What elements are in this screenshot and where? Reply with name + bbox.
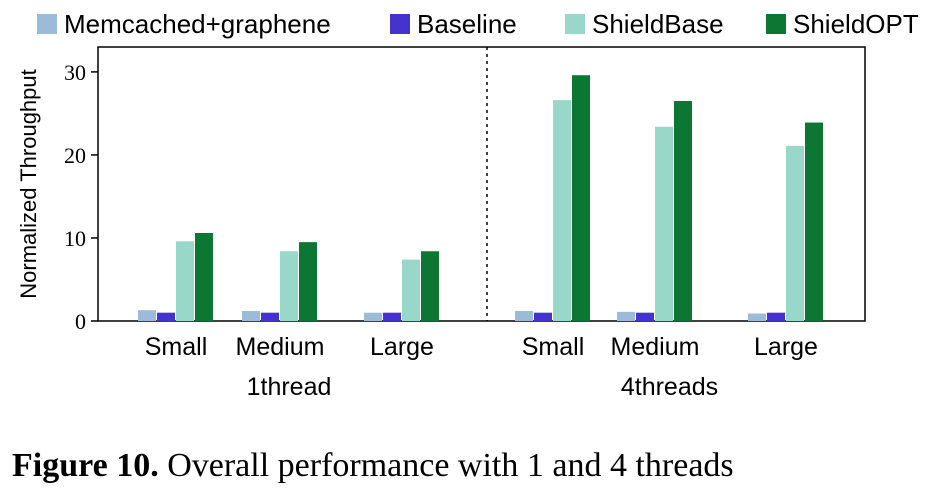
bar <box>242 311 260 321</box>
plot-frame <box>97 46 866 322</box>
bar <box>534 312 552 321</box>
y-tick-label: 0 <box>75 309 86 334</box>
figure-label: Figure 10. <box>12 447 159 484</box>
bar <box>383 312 401 321</box>
y-tick-label: 10 <box>64 226 86 251</box>
bar <box>805 122 823 321</box>
x-tick-label: Small <box>145 333 208 361</box>
x-tick-label: Medium <box>236 333 325 361</box>
legend-swatch <box>37 14 57 34</box>
bar <box>636 312 654 321</box>
bar <box>261 312 279 321</box>
bar-chart: Memcached+graphene Baseline ShieldBase Shie… <box>16 9 919 401</box>
bar <box>280 251 298 321</box>
bar <box>157 312 175 321</box>
legend-entry: ShieldBase <box>592 9 724 39</box>
bar <box>138 310 156 321</box>
group-label: 4threads <box>621 373 718 401</box>
bar <box>515 311 533 321</box>
bar <box>299 242 317 321</box>
figure-caption: Figure 10. Overall performance with 1 an… <box>12 447 734 485</box>
x-tick-label: Large <box>370 333 434 361</box>
bar <box>786 145 804 321</box>
x-tick-label: Medium <box>611 333 700 361</box>
bar <box>553 100 571 321</box>
bar <box>655 126 673 321</box>
legend-swatch <box>766 14 786 34</box>
bar <box>674 100 692 321</box>
x-tick-label: Large <box>754 333 818 361</box>
y-tick-label: 20 <box>64 143 86 168</box>
legend-entry: ShieldOPT <box>793 9 919 39</box>
y-axis-label: Normalized Throughput <box>16 69 41 299</box>
plot-area: 0 10 20 30 Normalized Throughput Small Medium L… <box>16 46 866 401</box>
figure-caption-text: Overall performance with 1 and 4 threads <box>158 447 734 484</box>
bar <box>421 251 439 321</box>
bar <box>748 313 766 321</box>
legend: Memcached+graphene Baseline ShieldBase Shie… <box>37 9 919 39</box>
bar <box>364 312 382 321</box>
bar <box>572 75 590 321</box>
bar <box>195 232 213 321</box>
legend-entry: Baseline <box>417 9 517 39</box>
y-tick-label: 30 <box>64 60 86 85</box>
legend-swatch <box>565 14 585 34</box>
bar <box>617 311 635 321</box>
legend-swatch <box>390 14 410 34</box>
bar <box>767 312 785 321</box>
group-label: 1thread <box>247 373 332 401</box>
bar <box>402 259 420 321</box>
bar <box>176 241 194 321</box>
legend-entry: Memcached+graphene <box>64 9 331 39</box>
x-tick-label: Small <box>522 333 585 361</box>
